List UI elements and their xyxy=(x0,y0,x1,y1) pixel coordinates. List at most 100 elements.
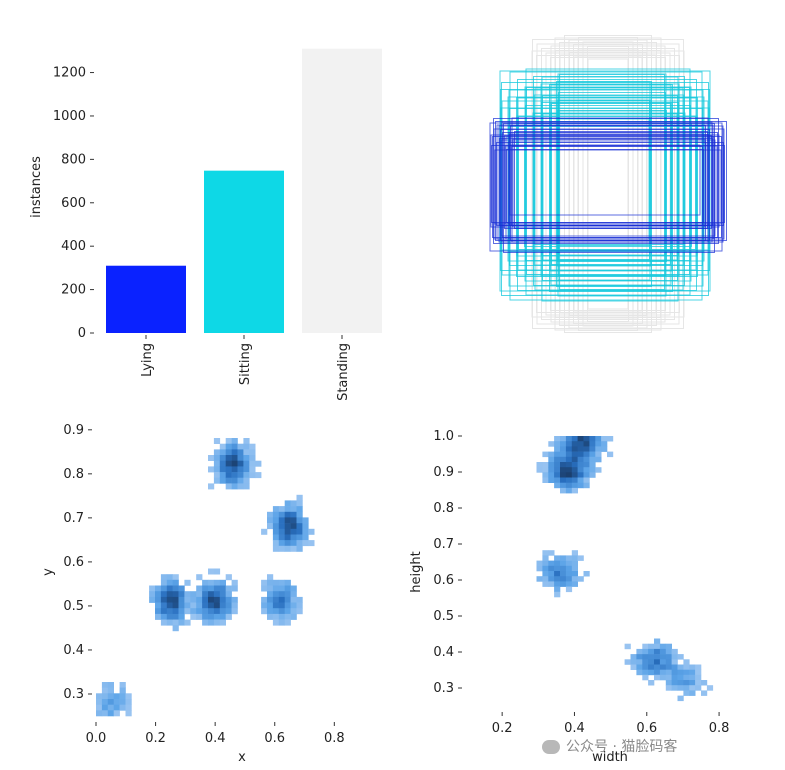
histogram-cell xyxy=(101,704,109,711)
bar-y-tick-label: 1200 xyxy=(53,66,86,81)
histogram-cell xyxy=(225,574,232,581)
histogram-cell xyxy=(601,436,608,442)
histogram-cell xyxy=(554,477,561,483)
histogram-cell xyxy=(601,441,608,447)
histogram-cell xyxy=(665,674,672,681)
histogram-cell xyxy=(219,591,226,598)
histogram-cell xyxy=(542,560,549,567)
histogram-cell xyxy=(284,613,291,620)
histogram-cell xyxy=(583,451,590,458)
histogram-cell xyxy=(178,596,185,603)
histogram-cell xyxy=(308,540,315,547)
histogram-cell xyxy=(155,608,162,615)
histogram-cell xyxy=(149,585,156,592)
histogram-cell xyxy=(654,648,661,655)
histogram-cell xyxy=(677,669,684,676)
histogram-cell xyxy=(583,472,590,478)
histogram-cell xyxy=(278,545,285,552)
histogram-cell xyxy=(554,565,561,572)
histogram-cell xyxy=(272,523,280,530)
histogram-cell xyxy=(560,560,567,567)
histogram-cell xyxy=(272,591,280,598)
histogram-cell xyxy=(595,436,602,442)
histogram-cell xyxy=(101,687,109,694)
histogram-cell xyxy=(659,674,667,681)
histogram-cell xyxy=(284,511,291,518)
histogram-cell xyxy=(237,449,244,456)
histogram-cell xyxy=(659,648,667,655)
histogram-cell xyxy=(565,456,573,463)
histogram-cell xyxy=(125,710,132,717)
xy-y-ticks: 0.3 0.4 0.5 0.6 0.7 0.8 0.9 xyxy=(63,423,92,702)
histogram-cell xyxy=(272,608,280,615)
histogram-cell xyxy=(213,579,221,586)
histogram-cell xyxy=(155,585,162,592)
histogram-cell xyxy=(160,608,168,615)
histogram-cell xyxy=(689,685,696,691)
bbox-lying xyxy=(509,134,709,226)
histogram-cell xyxy=(213,466,221,473)
histogram-cell xyxy=(548,581,555,587)
histogram-cell xyxy=(571,462,578,468)
bar-chart-panel: 0 200 400 600 800 1000 1200 Lying Sitting Standi… xyxy=(29,40,382,401)
histogram-cell xyxy=(284,602,291,609)
histogram-cell xyxy=(695,669,702,676)
histogram-cell xyxy=(571,581,578,587)
histogram-cell xyxy=(548,571,555,577)
histogram-cell xyxy=(237,477,244,484)
xy-y-tick-label: 0.7 xyxy=(63,511,84,526)
bbox-lying xyxy=(500,139,716,237)
histogram-cell xyxy=(648,659,655,665)
histogram-cell xyxy=(642,648,649,655)
histogram-cell xyxy=(249,466,256,473)
histogram-cell xyxy=(642,664,649,670)
histogram-cell xyxy=(107,687,114,694)
histogram-cell xyxy=(677,680,684,686)
histogram-cell xyxy=(565,441,573,447)
histogram-cell xyxy=(178,619,185,626)
histogram-cell xyxy=(624,659,631,665)
histogram-cell xyxy=(208,619,215,626)
histogram-cell xyxy=(284,517,291,524)
histogram-cell xyxy=(155,602,162,609)
wh-histogram-panel: 0.2 0.4 0.6 0.8 0.3 0.4 0.5 0.6 0.7 0.8 0.9 1.0 wi… xyxy=(409,429,729,765)
histogram-cell xyxy=(548,467,555,473)
histogram-cell xyxy=(190,608,197,615)
histogram-cell xyxy=(548,472,555,478)
histogram-cell xyxy=(571,477,578,483)
histogram-cell xyxy=(243,460,250,467)
histogram-cell xyxy=(296,545,303,552)
histogram-cell xyxy=(571,565,578,572)
histogram-cell xyxy=(302,534,309,541)
histogram-cell xyxy=(554,555,561,561)
histogram-cell xyxy=(172,585,179,592)
bar-y-tick-label: 0 xyxy=(78,326,86,341)
histogram-cell xyxy=(243,472,250,479)
histogram-cell xyxy=(125,704,132,711)
histogram-cell xyxy=(302,523,309,530)
histogram-cell xyxy=(202,596,209,603)
histogram-cell xyxy=(237,460,244,467)
histogram-cell xyxy=(701,680,708,686)
histogram-cell xyxy=(636,664,643,670)
histogram-cell xyxy=(196,585,203,592)
histogram-cell xyxy=(554,576,561,582)
histogram-cell xyxy=(284,506,291,513)
histogram-cell xyxy=(560,441,567,447)
histogram-cell xyxy=(225,602,232,609)
histogram-cell xyxy=(213,438,221,444)
bbox-lying xyxy=(502,132,718,238)
histogram-cell xyxy=(225,613,232,620)
histogram-cell xyxy=(671,648,678,655)
histogram-cell xyxy=(178,591,185,598)
histogram-cell xyxy=(231,602,238,609)
histogram-cell xyxy=(219,455,226,461)
xy-y-tick-label: 0.9 xyxy=(63,423,84,438)
histogram-cell xyxy=(548,462,555,468)
histogram-cell xyxy=(166,602,173,609)
wh-y-tick-label: 0.6 xyxy=(433,573,454,588)
histogram-cell xyxy=(548,576,555,582)
histogram-cell xyxy=(560,436,567,442)
histogram-cell xyxy=(166,608,173,615)
bbox-lying xyxy=(491,145,725,223)
